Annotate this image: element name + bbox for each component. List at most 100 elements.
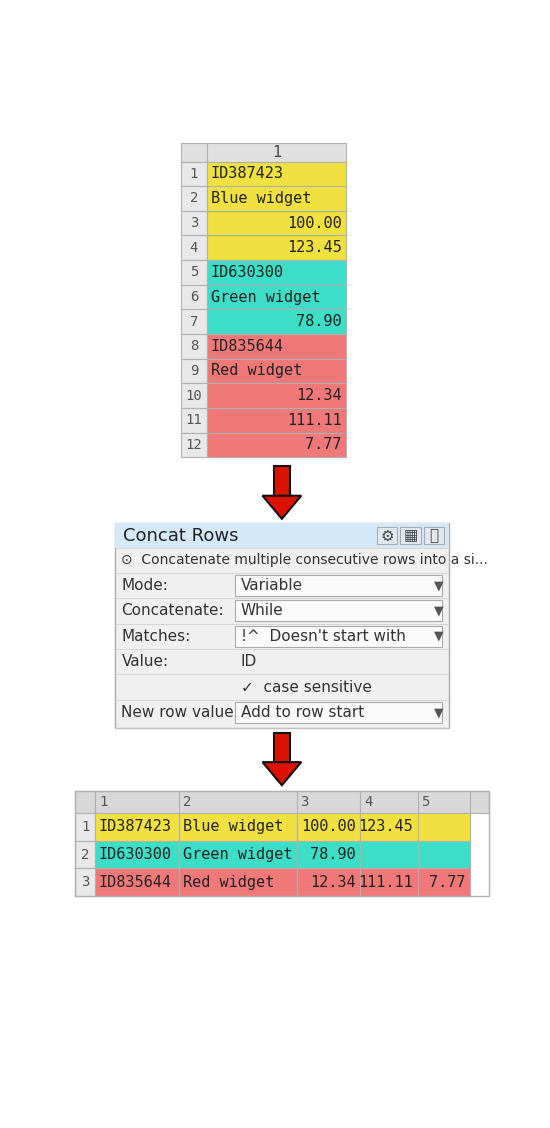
FancyBboxPatch shape [179,869,296,896]
Text: ⊙  Concatenate multiple consecutive rows into a si...: ⊙ Concatenate multiple consecutive rows … [122,554,488,567]
Polygon shape [262,495,301,519]
Text: 78.90: 78.90 [310,847,355,862]
Text: ID630300: ID630300 [99,847,172,862]
FancyBboxPatch shape [179,813,296,840]
FancyBboxPatch shape [377,527,397,544]
Text: ▼: ▼ [434,629,444,643]
FancyBboxPatch shape [179,840,296,869]
FancyBboxPatch shape [75,813,95,840]
Text: 1: 1 [99,795,107,809]
Text: ID387423: ID387423 [99,819,172,835]
Text: 7.77: 7.77 [305,438,342,452]
Text: 1: 1 [190,167,198,180]
FancyBboxPatch shape [181,161,207,186]
FancyBboxPatch shape [207,211,346,236]
Text: ID835644: ID835644 [99,874,172,890]
Text: ⚙: ⚙ [381,528,394,544]
FancyBboxPatch shape [207,143,346,161]
Text: 111.11: 111.11 [358,874,413,890]
Text: 123.45: 123.45 [358,819,413,835]
FancyBboxPatch shape [235,702,442,723]
Text: Variable: Variable [241,578,303,593]
Text: 2: 2 [190,192,198,205]
Text: 78.90: 78.90 [296,315,342,329]
Text: Red widget: Red widget [183,874,274,890]
Text: 100.00: 100.00 [287,215,342,230]
Text: Value:: Value: [122,654,168,669]
Text: 1: 1 [272,144,281,160]
Text: 123.45: 123.45 [287,240,342,255]
FancyBboxPatch shape [181,143,207,161]
Text: ⤢: ⤢ [429,528,438,544]
FancyBboxPatch shape [181,211,207,236]
FancyBboxPatch shape [207,432,346,457]
FancyBboxPatch shape [235,626,442,646]
Text: 5: 5 [190,265,198,280]
Text: 4: 4 [190,240,198,255]
Text: 5: 5 [421,795,430,809]
Text: Concat Rows: Concat Rows [123,527,239,545]
Polygon shape [262,763,301,785]
FancyBboxPatch shape [424,527,444,544]
FancyBboxPatch shape [181,408,207,432]
FancyBboxPatch shape [181,186,207,211]
Text: Mode:: Mode: [122,578,168,593]
Text: 2: 2 [183,795,191,809]
FancyBboxPatch shape [360,840,417,869]
Text: 9: 9 [190,364,198,378]
FancyBboxPatch shape [207,384,346,408]
Text: !^  Doesn't start with: !^ Doesn't start with [241,628,406,644]
FancyBboxPatch shape [181,236,207,261]
Text: Blue widget: Blue widget [211,191,311,206]
FancyBboxPatch shape [207,334,346,359]
FancyBboxPatch shape [360,813,417,840]
Text: Blue widget: Blue widget [183,819,283,835]
FancyBboxPatch shape [400,527,421,544]
FancyBboxPatch shape [181,334,207,359]
FancyBboxPatch shape [116,523,448,729]
FancyBboxPatch shape [207,161,346,186]
FancyBboxPatch shape [360,869,417,896]
FancyBboxPatch shape [181,432,207,457]
Text: 10: 10 [185,389,202,403]
Text: 111.11: 111.11 [287,413,342,428]
FancyBboxPatch shape [207,186,346,211]
Text: ID387423: ID387423 [211,166,284,182]
FancyBboxPatch shape [235,600,442,622]
Text: 12.34: 12.34 [310,874,355,890]
FancyBboxPatch shape [181,261,207,284]
FancyBboxPatch shape [207,408,346,432]
FancyBboxPatch shape [75,840,95,869]
FancyBboxPatch shape [181,284,207,309]
Text: While: While [241,603,284,618]
Text: 3: 3 [81,875,89,889]
FancyBboxPatch shape [417,813,470,840]
Text: 11: 11 [185,413,202,428]
Text: New row value:: New row value: [122,705,239,720]
Text: ID835644: ID835644 [211,338,284,354]
FancyBboxPatch shape [296,869,360,896]
Text: 7.77: 7.77 [429,874,465,890]
Polygon shape [274,733,290,763]
Text: 8: 8 [190,340,198,353]
FancyBboxPatch shape [95,840,179,869]
FancyBboxPatch shape [296,813,360,840]
Text: Green widget: Green widget [211,290,320,305]
Text: ▼: ▼ [434,706,444,719]
Text: Matches:: Matches: [122,628,191,644]
Text: ▦: ▦ [403,528,417,544]
Text: ✓  case sensitive: ✓ case sensitive [241,679,372,695]
FancyBboxPatch shape [95,869,179,896]
Text: 3: 3 [190,217,198,230]
Text: 6: 6 [190,290,198,305]
Text: Red widget: Red widget [211,363,302,379]
FancyBboxPatch shape [181,309,207,334]
Text: ▼: ▼ [434,579,444,592]
Text: 1: 1 [81,820,89,834]
FancyBboxPatch shape [181,359,207,384]
Text: ID: ID [241,654,257,669]
FancyBboxPatch shape [207,359,346,384]
Polygon shape [274,467,290,495]
FancyBboxPatch shape [417,869,470,896]
Text: ID630300: ID630300 [211,265,284,280]
